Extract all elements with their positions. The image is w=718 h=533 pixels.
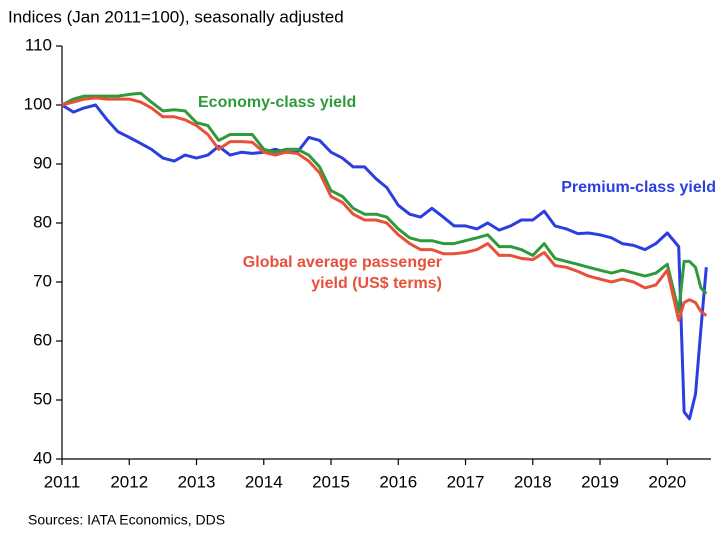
- x-tick-label: 2011: [44, 472, 81, 491]
- annotation: Premium-class yield: [561, 179, 716, 196]
- x-tick-label: 2015: [312, 472, 350, 491]
- y-tick-label: 110: [25, 35, 52, 54]
- x-tick-label: 2013: [178, 472, 216, 491]
- y-tick-label: 50: [33, 389, 52, 408]
- y-tick-label: 40: [33, 448, 52, 467]
- y-tick-label: 80: [33, 212, 52, 231]
- y-tick-label: 100: [24, 94, 52, 113]
- annotation: Global average passenger: [243, 254, 442, 271]
- series-line: [61, 91, 708, 313]
- x-tick-label: 2014: [245, 472, 283, 491]
- x-tick-label: 2019: [581, 472, 619, 491]
- chart-title: Indices (Jan 2011=100), seasonally adjus…: [8, 7, 344, 26]
- x-tick-label: 2016: [379, 472, 417, 491]
- source-note: Sources: IATA Economics, DDS: [28, 512, 225, 528]
- annotation: yield (US$ terms): [311, 275, 442, 292]
- x-tick-label: 2017: [447, 472, 485, 491]
- series-line: [61, 103, 708, 421]
- x-tick-label: 2012: [110, 472, 148, 491]
- y-tick-label: 60: [33, 330, 52, 349]
- y-tick-label: 90: [33, 153, 52, 172]
- y-tick-label: 70: [33, 271, 52, 290]
- x-tick-label: 2020: [648, 472, 686, 491]
- series-line: [61, 96, 708, 322]
- x-tick-label: 2018: [514, 472, 552, 491]
- annotation: Economy-class yield: [198, 94, 356, 111]
